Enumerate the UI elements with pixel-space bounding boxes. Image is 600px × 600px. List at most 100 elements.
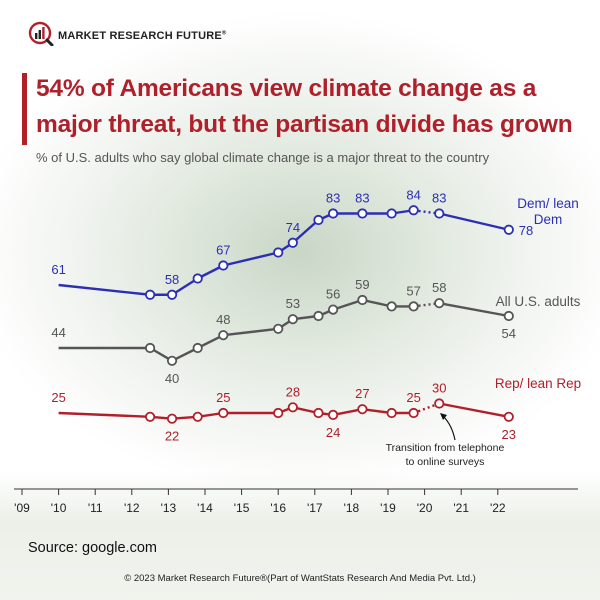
data-label-rep: 28: [286, 384, 300, 399]
x-tick-label: '16: [270, 501, 286, 515]
series-all: [58, 294, 514, 366]
data-label-dem: 58: [165, 272, 179, 287]
data-point-rep: [408, 407, 419, 419]
data-label-dem: 83: [326, 191, 340, 206]
data-point-rep: [503, 411, 514, 422]
x-tick-label: '14: [197, 501, 213, 515]
background-grass: [0, 470, 600, 600]
title-accent-bar: [22, 73, 27, 145]
data-point-all: [166, 355, 178, 366]
data-point-dem: [192, 273, 203, 284]
data-point-dem: [434, 208, 445, 219]
data-label-all: 59: [355, 277, 369, 292]
annotation: Transition from telephone to online surve…: [386, 413, 505, 468]
annotation-arrow: [442, 415, 456, 441]
data-point-dem: [357, 208, 368, 219]
data-point-all: [218, 330, 229, 341]
data-point-dem: [503, 224, 514, 235]
data-point-all: [327, 304, 339, 315]
x-tick-label: '10: [51, 501, 67, 515]
data-point-rep: [434, 398, 445, 409]
data-point-all: [273, 323, 284, 334]
annotation-text: Transition from telephone: [386, 442, 505, 454]
series-line-all: [58, 298, 414, 362]
data-label-rep: 27: [355, 386, 369, 401]
x-tick-label: '09: [14, 501, 30, 515]
data-point-rep: [313, 407, 324, 419]
chart-subtitle: % of U.S. adults who say global climate …: [36, 150, 490, 165]
data-label-all: 56: [326, 287, 340, 302]
series-name-dem: Dem: [534, 212, 563, 227]
data-label-rep: 25: [51, 390, 65, 405]
x-tick-label: '11: [88, 501, 103, 515]
data-label-dem: 61: [51, 262, 65, 277]
data-label-all: 44: [51, 325, 65, 340]
data-label-all: 57: [406, 283, 420, 298]
page-title: 54% of Americans view climate change as …: [36, 75, 573, 138]
data-label-rep: 22: [165, 429, 179, 444]
x-tick-label: '13: [161, 501, 177, 515]
data-point-dem: [145, 289, 156, 300]
data-label-dem: 67: [216, 243, 230, 258]
data-point-all: [357, 294, 368, 306]
x-tick-label: '18: [344, 501, 360, 515]
data-label-rep: 24: [326, 425, 340, 440]
data-point-all: [386, 301, 397, 312]
data-point-dem: [327, 208, 339, 219]
x-axis: '09 '10 '11 '12 '13 '14 '15 '16 '17 '18 '19 '20 '21 '…: [14, 488, 578, 515]
data-point-dem: [287, 237, 298, 248]
series-name-dem: Dem/ lean: [517, 196, 579, 211]
annotation-arrowhead: [440, 413, 447, 420]
data-point-all: [408, 301, 419, 312]
x-tick-label: '12: [124, 501, 140, 515]
data-label-rep: 30: [432, 381, 446, 396]
data-label-all: 40: [165, 371, 179, 386]
data-point-all: [434, 298, 445, 309]
data-label-dem: 74: [286, 220, 300, 235]
data-point-rep: [218, 407, 229, 419]
data-label-rep: 25: [406, 390, 420, 405]
series-line-rep-online: [439, 402, 510, 418]
data-point-dem: [166, 289, 178, 300]
data-point-rep: [357, 404, 368, 415]
data-label-rep: 25: [216, 390, 230, 405]
data-label-dem: 83: [432, 191, 446, 206]
x-tick-label: '20: [417, 501, 433, 515]
data-point-rep: [273, 407, 284, 419]
source-note: Source: google.com: [28, 540, 157, 556]
x-tick-label: '22: [490, 501, 506, 515]
data-point-rep: [145, 411, 156, 422]
series-line-all-online: [439, 302, 509, 318]
data-point-rep: [166, 413, 178, 424]
data-label-dem: 84: [406, 187, 420, 202]
data-point-rep: [287, 402, 298, 413]
data-point-dem: [218, 260, 229, 271]
data-point-dem: [273, 247, 284, 258]
data-label-all: 58: [432, 280, 446, 295]
data-point-rep: [327, 409, 339, 420]
x-tick-label: '21: [453, 501, 469, 515]
data-point-rep: [386, 407, 397, 419]
x-tick-label: '19: [380, 501, 396, 515]
data-point-all: [287, 314, 298, 325]
data-label-rep: 23: [502, 427, 516, 442]
data-point-dem: [408, 205, 419, 216]
data-label-dem: 83: [355, 191, 369, 206]
data-label-all: 48: [216, 312, 230, 327]
data-point-all: [145, 342, 156, 354]
data-point-rep: [192, 411, 203, 422]
x-tick-label: '17: [307, 501, 323, 515]
data-label-dem: 78: [519, 223, 533, 238]
series-dem: [58, 205, 514, 300]
series-name-rep: Rep/ lean Rep: [495, 376, 581, 391]
series-layer: [58, 205, 514, 424]
series-name-all: All U.S. adults: [496, 294, 581, 309]
data-point-all: [503, 310, 514, 322]
brand-logo: MARKET RESEARCH FUTURE®: [28, 20, 227, 46]
annotation-text: to online surveys: [406, 456, 485, 468]
series-rep: [58, 398, 514, 424]
data-label-all: 54: [502, 326, 516, 341]
data-point-dem: [313, 214, 324, 226]
